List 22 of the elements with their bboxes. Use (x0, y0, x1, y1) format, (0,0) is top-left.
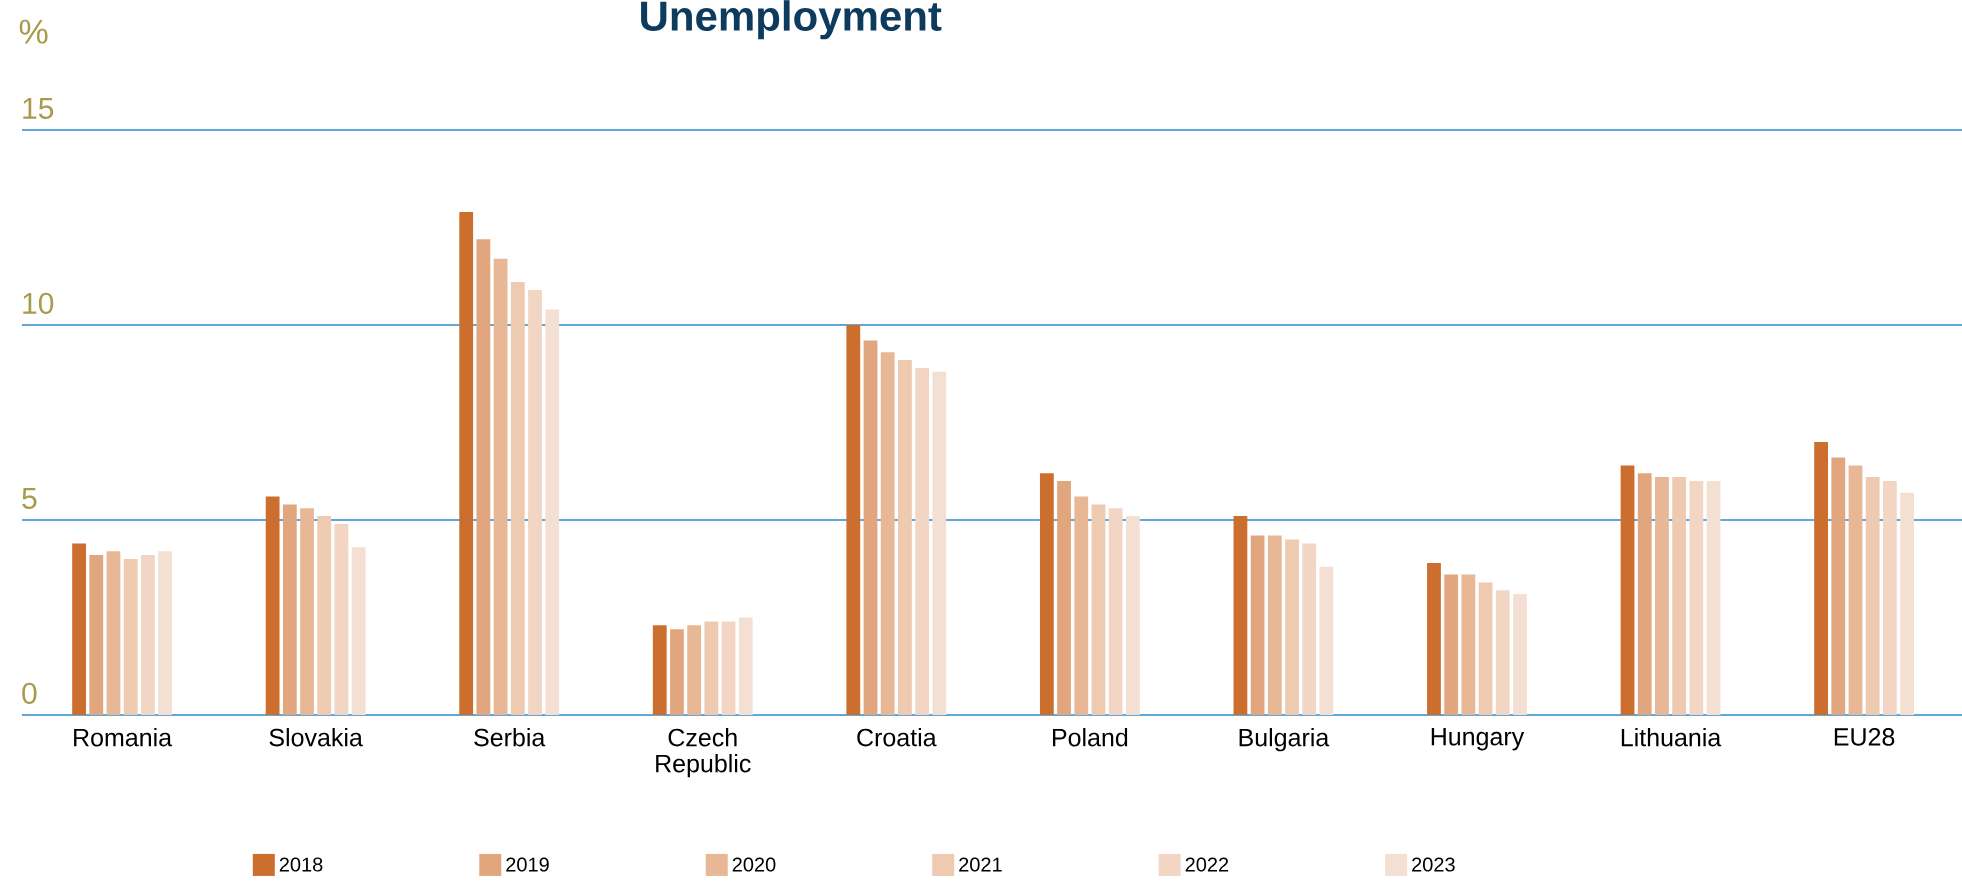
y-axis-title: % (19, 19, 48, 44)
legend-label: 2021 (959, 857, 1002, 872)
legend-label: 2018 (279, 857, 323, 872)
x-tick-label: Poland (1052, 728, 1128, 747)
x-tick-label: Slovakia (269, 728, 363, 747)
x-tick-label: Bulgaria (1239, 728, 1330, 752)
x-tick-label: EU28 (1834, 728, 1895, 746)
y-tick-label: 5 (22, 488, 37, 509)
x-tick-label: Hungary (1431, 728, 1525, 751)
x-tick-label: Romania (74, 728, 173, 747)
x-tick-label: Lithuania (1621, 728, 1722, 747)
y-tick-label: 10 (23, 292, 54, 314)
y-tick-label: 0 (22, 682, 37, 704)
legend-label: 2022 (1185, 857, 1229, 872)
x-tick-label: Serbia (474, 728, 546, 747)
chart-title: Unemployment (641, 0, 942, 40)
legend-label: 2019 (506, 857, 549, 872)
legend-label: 2020 (732, 857, 776, 872)
x-tick-label: Czech Republic (656, 728, 751, 778)
x-tick-label: Croatia (857, 728, 937, 747)
legend-label: 2023 (1412, 857, 1455, 872)
y-tick-label: 15 (23, 98, 54, 119)
